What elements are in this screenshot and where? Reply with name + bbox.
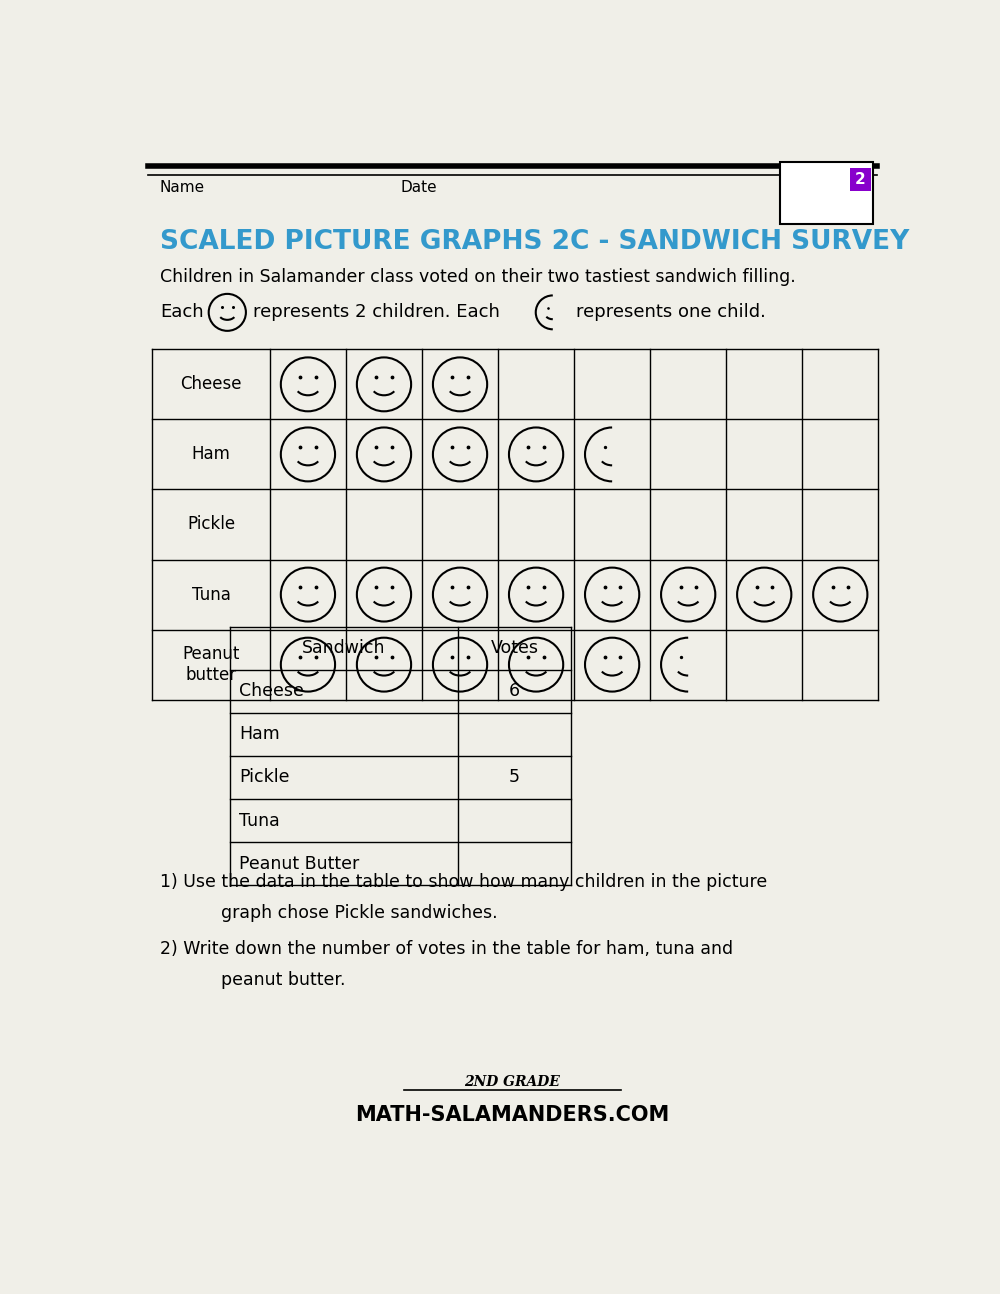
Text: 2ND GRADE: 2ND GRADE	[465, 1075, 560, 1090]
Text: Peanut
butter: Peanut butter	[182, 646, 240, 685]
FancyBboxPatch shape	[780, 162, 873, 224]
Text: 5: 5	[509, 769, 520, 787]
Text: Each: Each	[160, 303, 204, 321]
Text: SCALED PICTURE GRAPHS 2C - SANDWICH SURVEY: SCALED PICTURE GRAPHS 2C - SANDWICH SURV…	[160, 229, 909, 255]
Text: Pickle: Pickle	[239, 769, 289, 787]
Text: Sandwich: Sandwich	[302, 639, 386, 657]
Text: Peanut Butter: Peanut Butter	[239, 854, 359, 872]
Text: Name: Name	[160, 180, 205, 195]
Text: Children in Salamander class voted on their two tastiest sandwich filling.: Children in Salamander class voted on th…	[160, 268, 796, 286]
Text: graph chose Pickle sandwiches.: graph chose Pickle sandwiches.	[199, 903, 497, 921]
FancyBboxPatch shape	[850, 168, 871, 190]
Text: 1) Use the data in the table to show how many children in the picture: 1) Use the data in the table to show how…	[160, 873, 767, 892]
Text: Ham: Ham	[192, 445, 230, 463]
Text: 6: 6	[509, 682, 520, 700]
Text: Tuna: Tuna	[239, 811, 280, 829]
Text: Ham: Ham	[239, 726, 280, 743]
Text: Cheese: Cheese	[180, 375, 242, 393]
Text: Date: Date	[400, 180, 437, 195]
Text: 2: 2	[855, 172, 865, 186]
Text: 2) Write down the number of votes in the table for ham, tuna and: 2) Write down the number of votes in the…	[160, 939, 733, 958]
Text: Tuna: Tuna	[192, 586, 230, 603]
Text: represents 2 children. Each: represents 2 children. Each	[253, 303, 500, 321]
Text: Votes: Votes	[490, 639, 538, 657]
Text: represents one child.: represents one child.	[576, 303, 766, 321]
Text: Pickle: Pickle	[187, 515, 235, 533]
Text: MATH-SALAMANDERS.COM: MATH-SALAMANDERS.COM	[355, 1105, 670, 1124]
Text: Cheese: Cheese	[239, 682, 304, 700]
Text: peanut butter.: peanut butter.	[199, 970, 345, 989]
